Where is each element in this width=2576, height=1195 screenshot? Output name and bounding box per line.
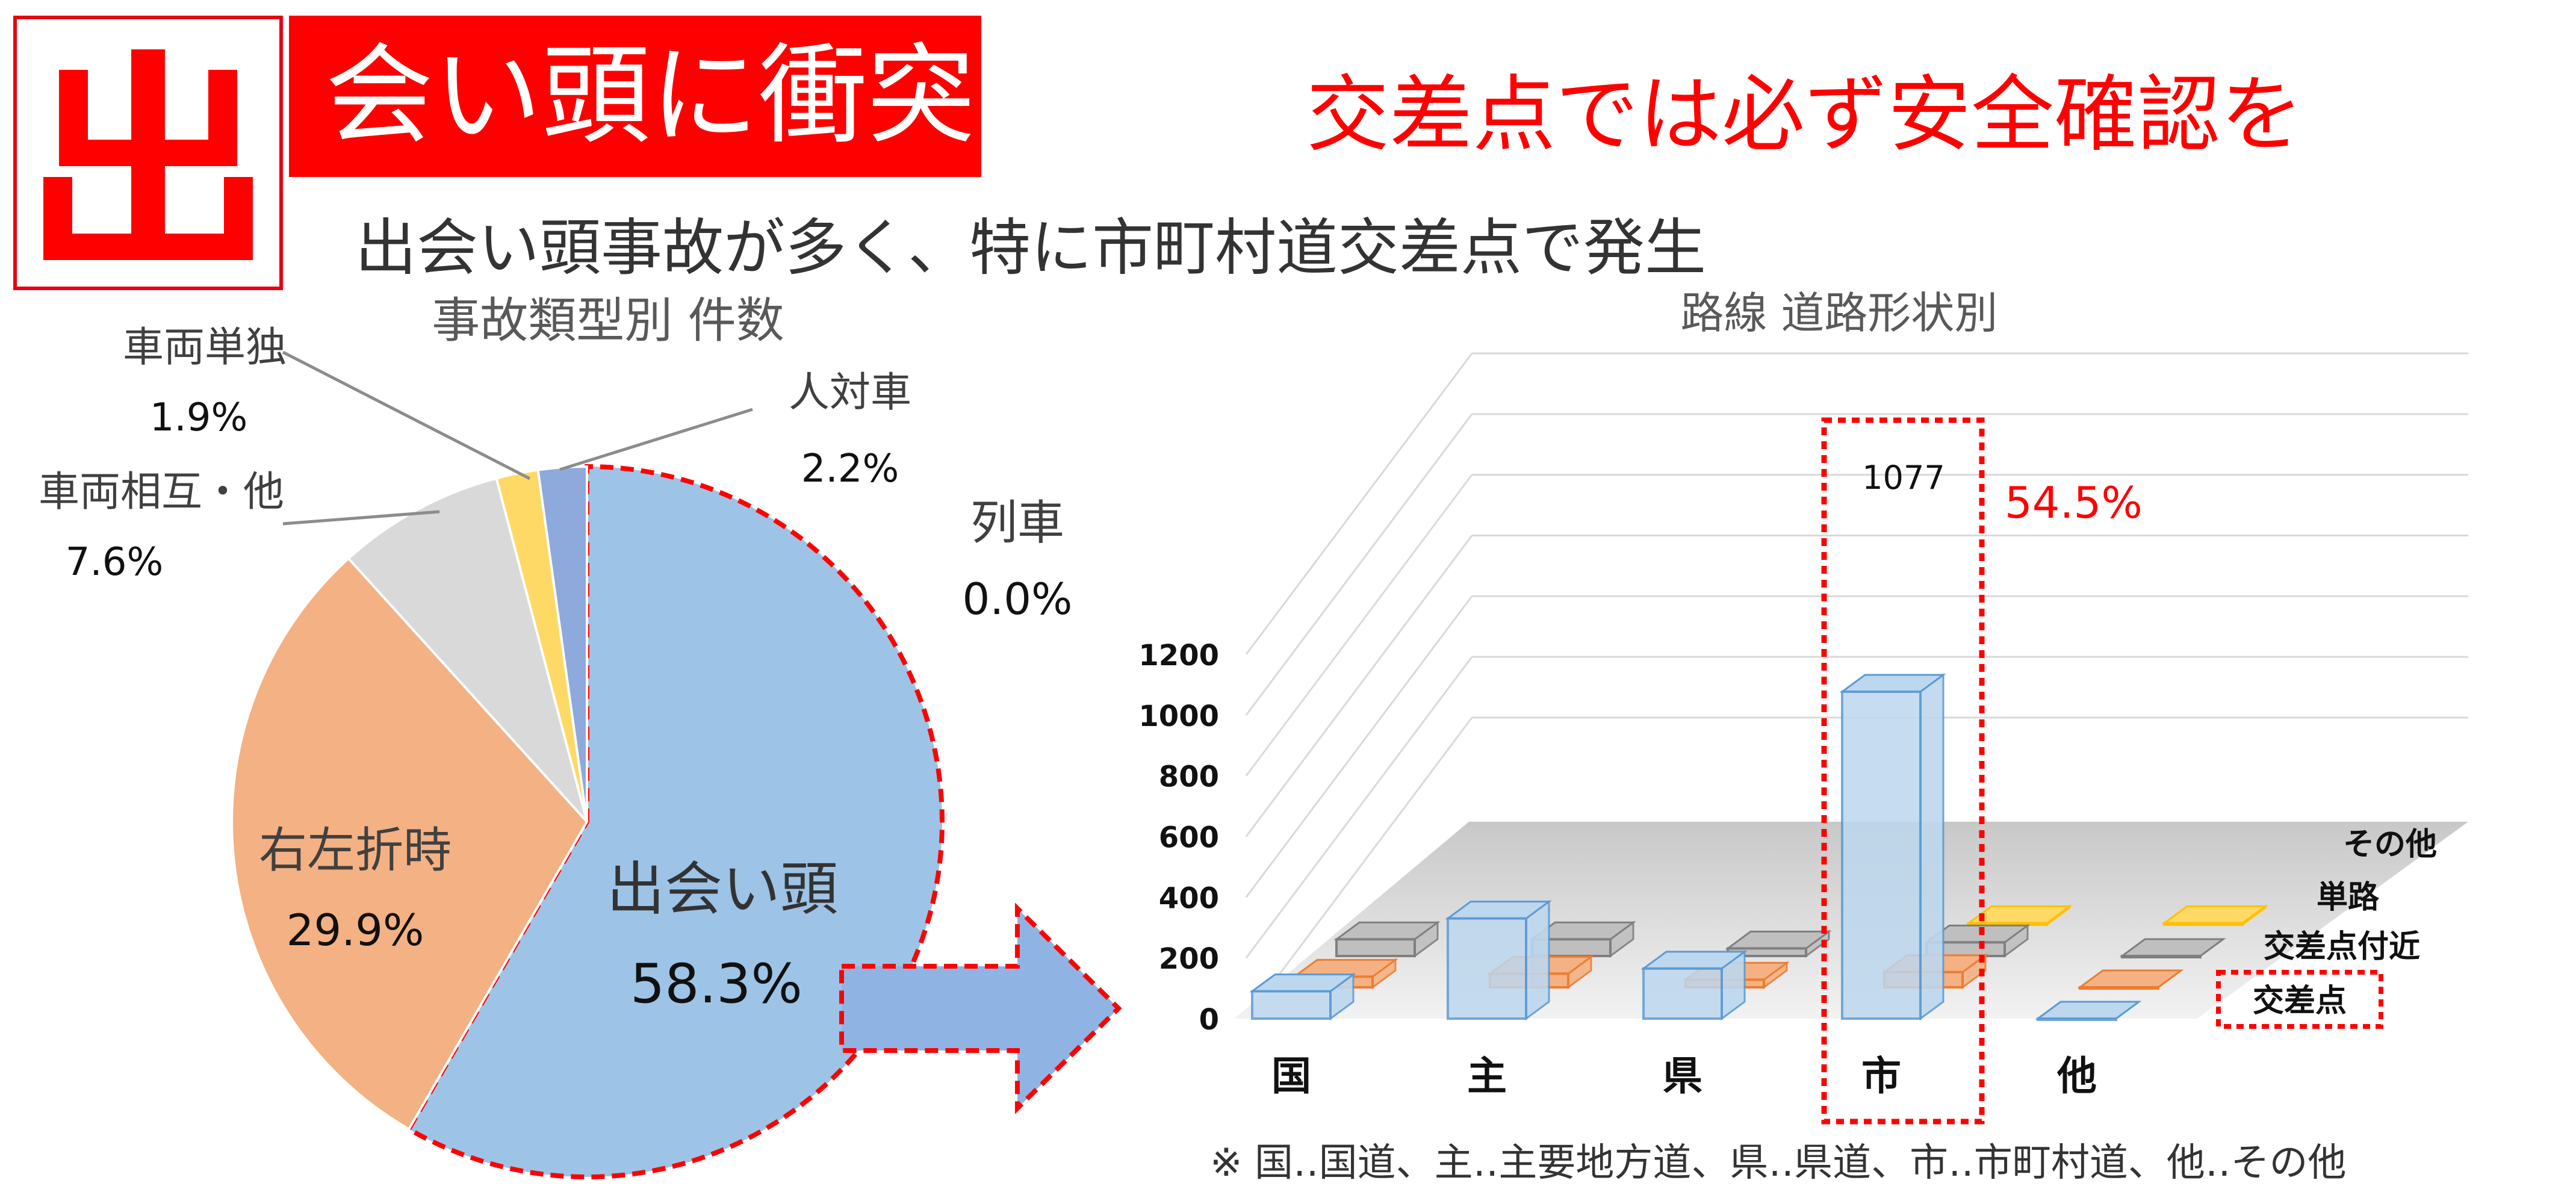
arrow-icon [839, 902, 1122, 1114]
big-kanji-box: 出 [13, 16, 283, 290]
pie-label-sogo-value: 7.6% [66, 540, 164, 585]
ytick-label-1000: 1000 [1138, 700, 1219, 733]
xtick-label-国: 国 [1271, 1053, 1311, 1099]
bar-単路-県 [1725, 930, 1832, 958]
bar-交差点-市 [1839, 673, 1946, 1020]
gridline-side-1000 [1245, 413, 1473, 716]
ytick-label-800: 800 [1159, 760, 1219, 794]
xtick-label-他: 他 [2056, 1053, 2097, 1099]
bar-交差点付近-他 [2077, 969, 2184, 990]
bar-marks [1249, 673, 2268, 1021]
depth-label-交差点: 交差点 [2253, 983, 2347, 1019]
bar-交差点-県 [1640, 949, 1748, 1020]
bar-gridlines [1245, 352, 2468, 1019]
bar-単路-他 [2119, 938, 2226, 958]
depth-label-交差点付近: 交差点付近 [2264, 929, 2420, 965]
pie-label-usetsu-value: 29.9% [287, 905, 424, 955]
ytick-label-200: 200 [1159, 942, 1219, 976]
pie-slices [231, 464, 945, 1179]
bar-chart: 路線 道路形状別 0 200 400 600 800 1000 1200 国 主 県 市 他 交差点… [1138, 288, 2468, 1125]
big-kanji-glyph [43, 49, 253, 260]
pie-slice-0 [405, 464, 945, 1179]
title-banner: 会い頭に衝突 [289, 16, 981, 177]
ytick-label-600: 600 [1159, 821, 1219, 855]
pie-slice-2 [347, 477, 588, 823]
xtick-label-主: 主 [1467, 1053, 1507, 1099]
pie-label-tandoku-name: 車両単独 [123, 324, 287, 371]
bar-その他-他 [2161, 904, 2268, 927]
gridline-side-400 [1245, 595, 1473, 898]
bar-data-label-1077: 1077 [1862, 459, 1944, 497]
pie-label-tandoku-value: 1.9% [150, 396, 248, 440]
ytick-label-1200: 1200 [1138, 639, 1219, 672]
xtick-label-市: 市 [1861, 1053, 1901, 1099]
gridline-side-1200 [1245, 353, 1473, 655]
gridline-side-0 [1245, 717, 1473, 1019]
pie-label-deai-name: 出会い頭 [607, 855, 838, 923]
bar-title: 路線 道路形状別 [1681, 288, 1998, 338]
pie-label-usetsu-name: 右左折時 [259, 822, 452, 878]
depth-label-その他: その他 [2343, 827, 2437, 863]
headline: 交差点では必ず安全確認を [1306, 66, 2304, 163]
bar-highlight-label: 54.5% [2005, 477, 2143, 528]
leader-line-tandoku [282, 350, 531, 480]
ytick-label-400: 400 [1159, 881, 1219, 915]
gridline-side-800 [1245, 474, 1473, 777]
pie-label-jintai-name: 人対車 [789, 369, 911, 417]
leader-line-sogo [282, 510, 440, 526]
pie-label-sogo-name: 車両相互・他 [39, 468, 284, 516]
xtick-label-県: 県 [1663, 1053, 1702, 1099]
bar-交差点-他 [2035, 1001, 2142, 1021]
pie-label-jintai-value: 2.2% [801, 447, 899, 491]
leader-line-jintai [559, 408, 753, 471]
bar-交差点-主 [1445, 899, 1552, 1020]
pie-title: 事故類型別 件数 [432, 293, 784, 349]
pie-label-deai-value: 58.3% [630, 952, 802, 1016]
bar-単路-国 [1333, 920, 1441, 958]
pie-label-ressha-value: 0.0% [963, 574, 1073, 624]
bar-交差点-国 [1249, 972, 1356, 1020]
pie-chart: 事故類型別 件数 車両単独 1.9% 車両相互・他 7.6% 人対車 2.2% … [39, 293, 1073, 1179]
pie-slice-1 [231, 556, 589, 1131]
bar-depth-labels: 交差点 交差点付近 単路 その他 [2253, 827, 2437, 1019]
subtitle: 出会い頭事故が多く、特に市町村道交差点で発生 [355, 213, 1706, 284]
depth-label-単路: 単路 [2317, 880, 2380, 916]
highlight-box-kousaten [2216, 970, 2383, 1029]
bar-xlabels: 国主県市他 [1271, 1053, 2097, 1099]
gridline-side-600 [1245, 535, 1473, 837]
gridline-side-200 [1245, 656, 1473, 959]
pie-label-ressha-name: 列車 [970, 496, 1064, 550]
bar-yticks: 0 200 400 600 800 1000 1200 [1138, 639, 1219, 1037]
ytick-label-0: 0 [1199, 1003, 1219, 1037]
footnote: ※ 国‥国道、主‥主要地方道、県‥県道、市‥市町村道、他‥その他 [1210, 1141, 2347, 1185]
